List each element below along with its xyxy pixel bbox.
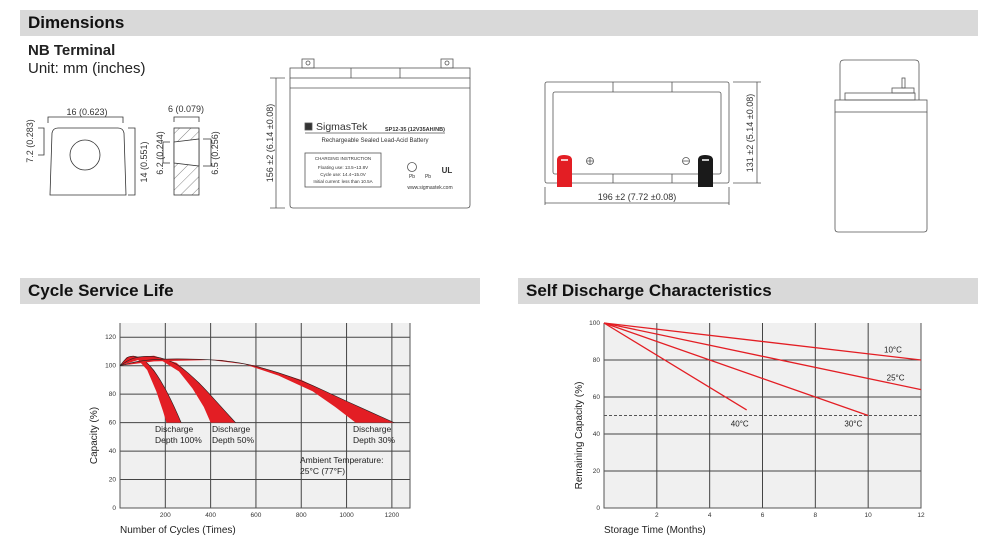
x-axis-label: Number of Cycles (Times) [120,525,236,536]
y-tick-label: 0 [112,505,116,512]
y-tick-label: 0 [596,505,600,512]
dim-battery-length: 196 ±2 (7.72 ±0.08) [598,192,676,202]
y-tick-label: 40 [109,448,117,455]
terminal-hole [69,139,101,171]
dim-battery-width: 131 ±2 (5.14 ±0.08) [745,94,755,172]
axis-frame [119,323,411,509]
cycle-life-chart: 0 20 40 60 80 100 120 200 400 600 800 1000 1200 Numbe… [89,323,411,536]
series-label: 40°C [731,420,749,429]
series-line [603,322,922,361]
series-outline [119,358,395,423]
x-tick-label: 1200 [385,512,400,519]
series-label: Discharge [212,424,251,434]
series-label: Depth 50% [212,435,254,445]
annotation: 25°C (77°F) [300,466,345,476]
discharge-band [120,355,236,423]
charging-line: Cycle use: 14.4~15.0V [320,172,365,177]
self-discharge-header: Self Discharge Characteristics [518,278,978,304]
battery-top-drawing: 196 ±2 (7.72 ±0.08) 131 ±2 (5.14 ±0.08) [544,81,761,205]
series-line [603,322,922,391]
discharge-band [120,355,182,423]
dim-slot-inner: 6.2 (0.244) [155,131,165,175]
charging-line: Floating use: 13.5~13.8V [318,165,368,170]
unit-label: Unit: mm (inches) [28,60,146,77]
dim-hole-offset: 7.2 (0.283) [25,119,35,163]
y-tick-label: 60 [109,420,117,427]
model-label: SP12-35 (12V35AH/NB) [385,127,445,133]
series-label: Depth 100% [155,435,202,445]
annotation: Ambient Temperature: [300,455,383,465]
recycle-icon [407,162,417,172]
cycle-life-header: Cycle Service Life [20,278,480,304]
y-tick-label: 80 [593,357,601,364]
series-label: Depth 30% [353,435,395,445]
charging-line: Initial current: less than 10.5A [313,179,372,184]
dim-thickness: 6 (0.079) [168,104,204,114]
x-tick-label: 4 [708,512,712,519]
dim-height: 14 (0.551) [139,141,149,182]
y-tick-label: 40 [593,431,601,438]
x-tick-label: 800 [296,512,307,519]
y-axis-label: Remaining Capacity (%) [574,382,585,490]
x-tick-label: 1000 [339,512,354,519]
dim-slot-outer: 6.5 (0.256) [210,131,220,175]
x-tick-label: 10 [865,512,873,519]
series-label: 30°C [844,420,862,429]
x-tick-label: 12 [917,512,925,519]
x-axis-label: Storage Time (Months) [604,525,706,536]
x-tick-label: 200 [160,512,171,519]
y-tick-label: 120 [105,334,116,341]
x-tick-label: 8 [814,512,818,519]
x-tick-label: 6 [761,512,765,519]
self-discharge-chart: 0 20 40 60 80 100 2 4 6 8 10 12 Storage Time (Months… [574,320,925,536]
dim-width: 16 (0.623) [66,107,107,117]
series-line [603,322,747,411]
y-tick-label: 100 [589,320,600,327]
x-tick-label: 2 [655,512,659,519]
series-label: Discharge [353,424,392,434]
series-line [603,322,869,417]
x-tick-label: 600 [251,512,262,519]
y-tick-label: 20 [109,477,117,484]
x-tick-label: 400 [205,512,216,519]
pb-icon: Pb [409,174,415,180]
battery-description: Rechargeable Sealed Lead-Acid Battery [321,138,428,144]
dim-battery-height: 156 ±2 (6.14 ±0.08) [265,104,275,182]
ul-icon: UL [442,166,453,175]
charging-title: CHARGING INSTRUCTION [315,156,371,161]
series-label: Discharge [155,424,194,434]
pb-bin-icon: Pb [425,174,431,180]
series-label: 10°C [884,346,902,355]
terminal-front-view [49,127,127,196]
battery-side-drawing [834,59,928,233]
terminal-drawing: 16 (0.623) 7.2 (0.283) 14 (0.551) 6 (0.0… [25,104,220,196]
y-axis-label: Capacity (%) [89,407,100,464]
website-text: www.sigmastek.com [407,185,452,191]
y-tick-label: 20 [593,468,601,475]
positive-terminal [557,155,572,187]
battery-front-drawing: 156 ±2 (6.14 ±0.08) SigmasTek SP12-35 (1… [265,58,471,209]
dimensions-header: Dimensions [20,10,978,36]
series-label: 25°C [887,373,905,382]
negative-terminal [698,155,713,187]
y-tick-label: 100 [105,363,116,370]
terminal-title: NB Terminal [28,42,116,59]
discharge-band [120,358,395,423]
y-tick-label: 80 [109,391,117,398]
brand-logo: SigmasTek [316,121,368,133]
y-tick-label: 60 [593,394,601,401]
